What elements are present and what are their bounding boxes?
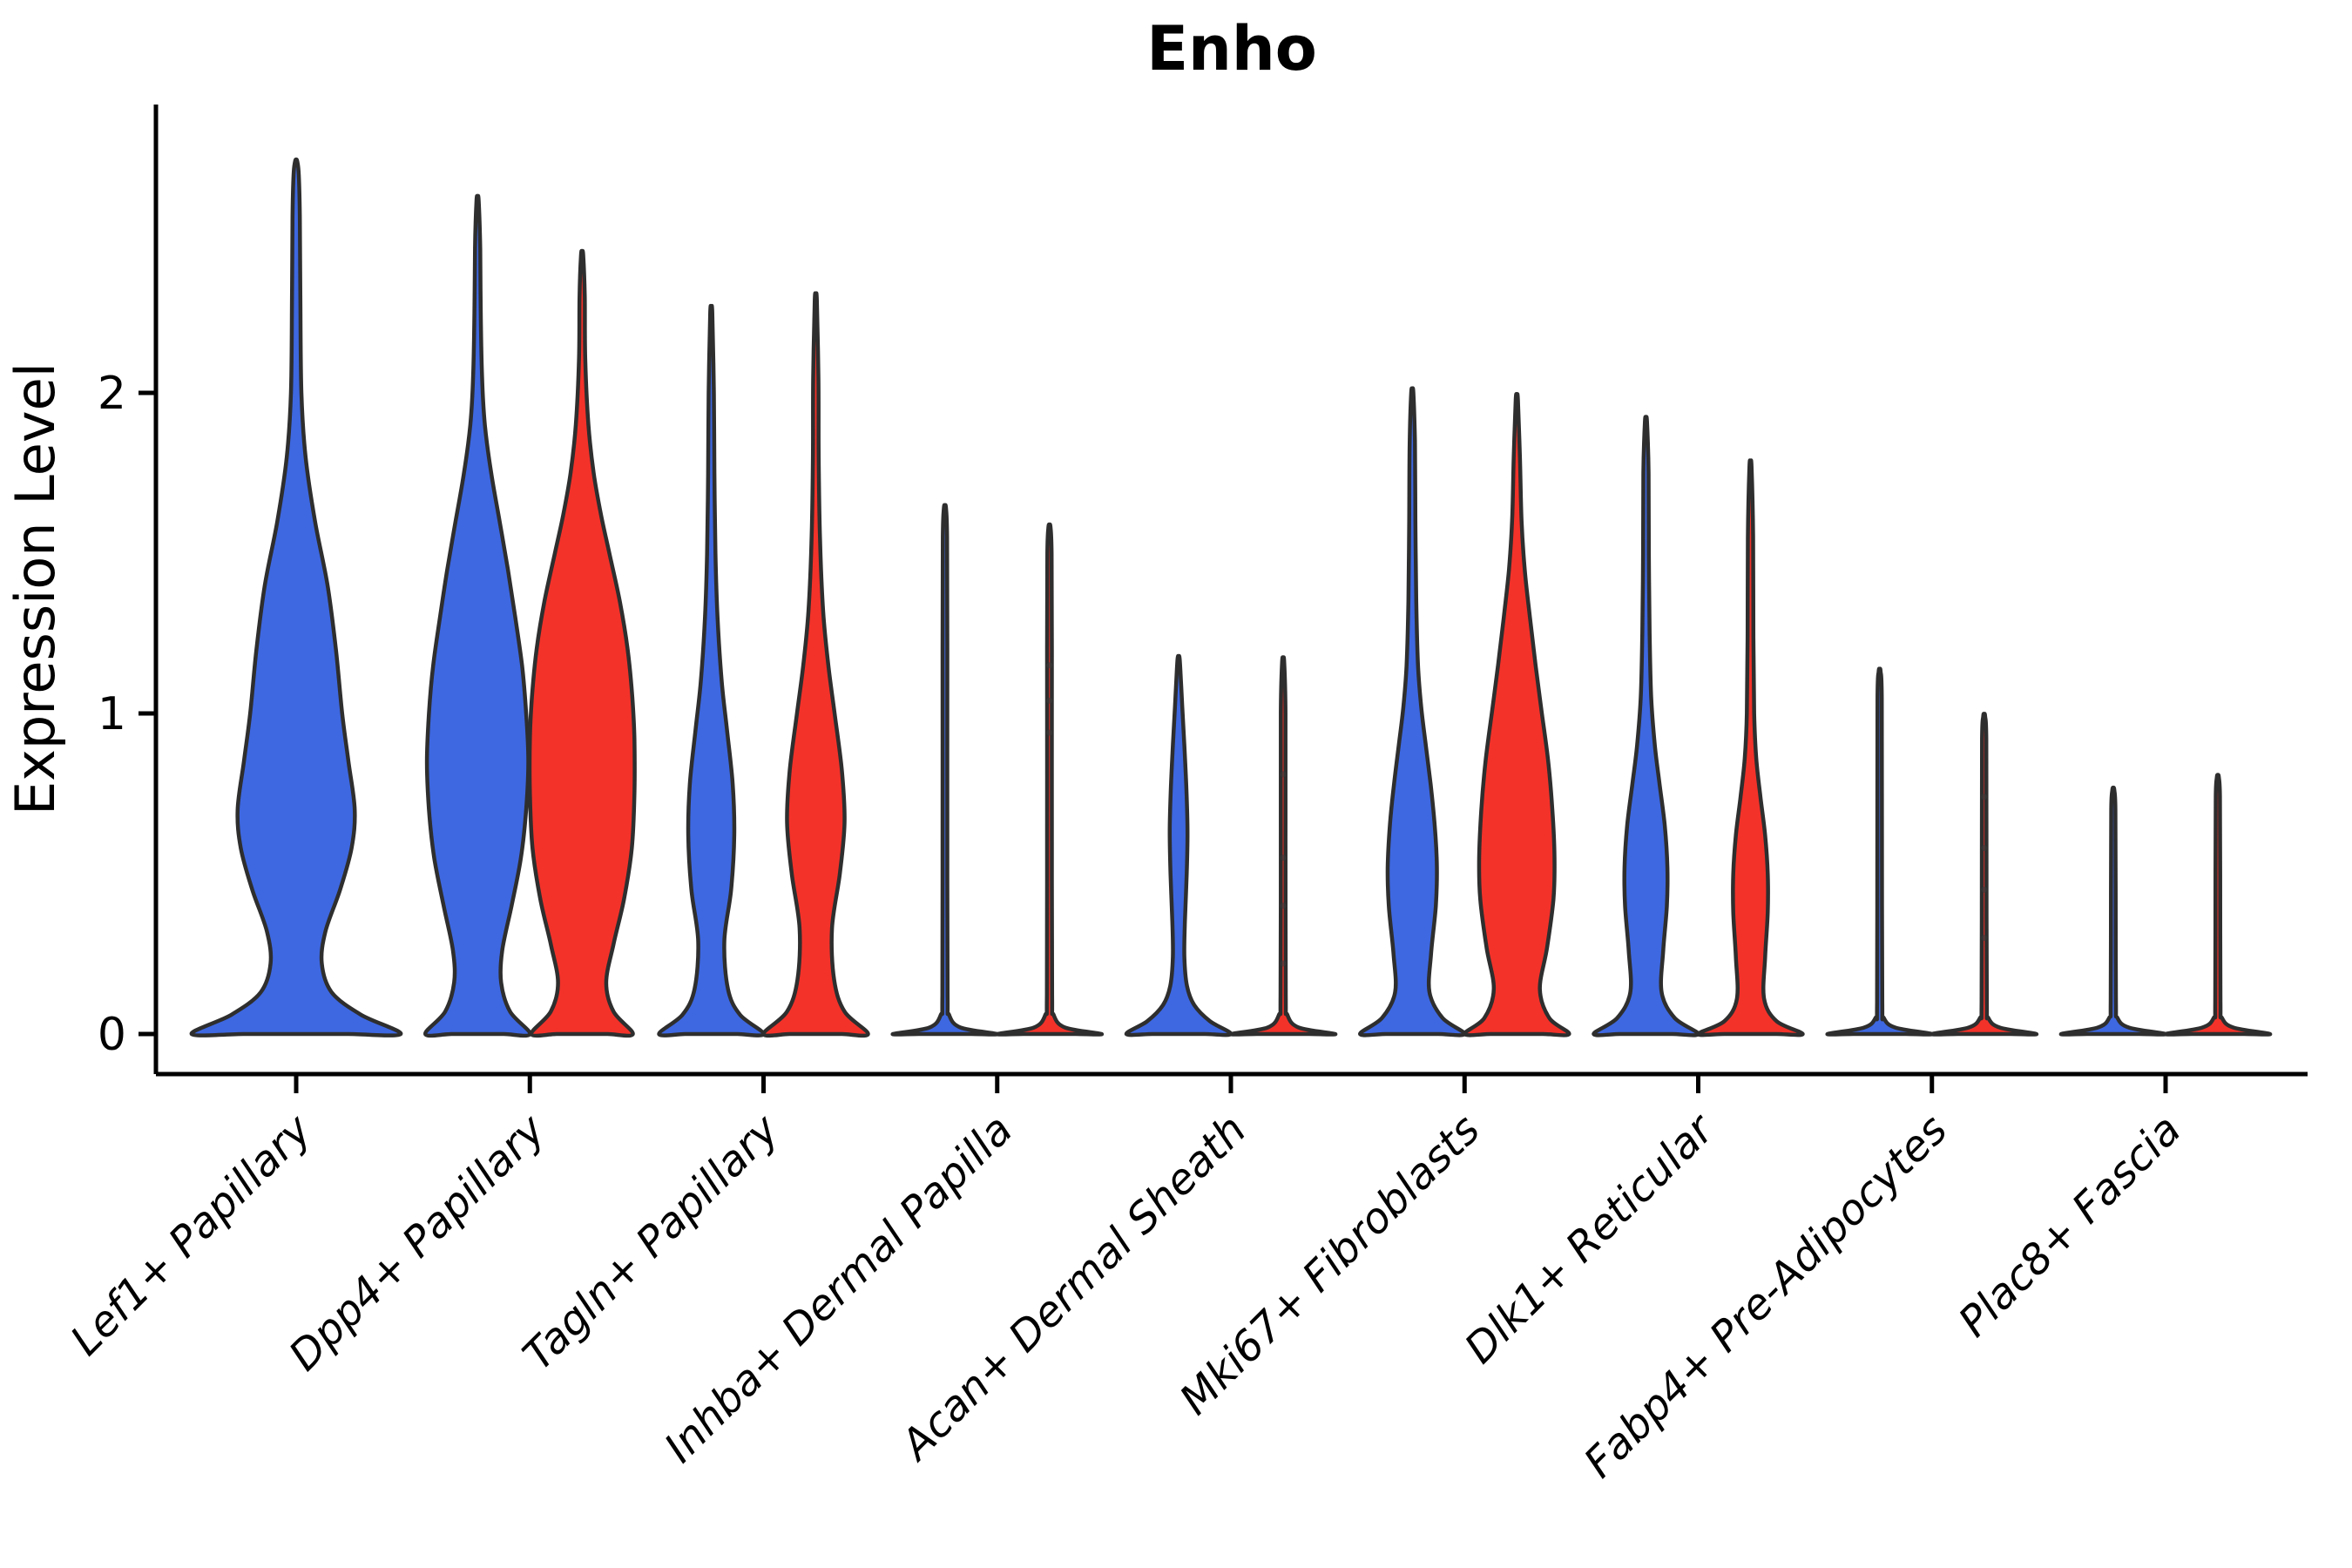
violin-blue-mki67-fibroblasts: [1358, 386, 1467, 1037]
violin-blue-lef1-papillary: [189, 157, 403, 1037]
violin-red-acan-dermal-sheath: [1228, 655, 1338, 1037]
violin-blue-tagln-papillary: [657, 303, 766, 1037]
violin-blue-plac8-fascia: [2058, 785, 2168, 1037]
x-tick-label-lef1-papillary: Lef1+ Papillary: [61, 1105, 321, 1365]
x-tick-label-dpp4-papillary: Dpp4+ Papillary: [280, 1105, 555, 1380]
violin-blue-dlk1-reticular: [1592, 415, 1700, 1037]
x-tick-label-tagln-papillary: Tagln+ Papillary: [514, 1105, 789, 1380]
data-point: [1046, 729, 1053, 736]
violin-blue-acan-dermal-sheath: [1124, 653, 1233, 1037]
y-tick-label: 2: [98, 368, 126, 420]
y-tick-label: 0: [98, 1009, 126, 1061]
data-point: [1981, 886, 1988, 893]
data-point: [1981, 935, 1988, 942]
x-tick-label-dlk1-reticular: Dlk1+ Reticular: [1456, 1104, 1726, 1374]
y-tick-label: 1: [98, 688, 126, 740]
data-point: [1280, 960, 1287, 967]
violin-blue-dpp4-papillary: [423, 193, 532, 1038]
violin-red-tagln-papillary: [761, 291, 870, 1038]
violin-red-fabp4-pre-adipocytes: [1930, 712, 2039, 1037]
violin-red-inhba-dermal-papilla: [995, 522, 1105, 1037]
x-tick-label-plac8-fascia: Plac8+ Fascia: [1950, 1105, 2191, 1347]
data-point: [1981, 845, 1988, 852]
axes-layer: [139, 105, 2308, 1093]
data-point: [1046, 662, 1053, 669]
data-point: [1280, 902, 1287, 909]
violin-blue-inhba-dermal-papilla: [890, 503, 1000, 1037]
violins-layer: [189, 157, 2273, 1038]
y-axis-label: Expression Level: [3, 362, 67, 815]
violin-blue-fabp4-pre-adipocytes: [1825, 666, 1935, 1037]
data-point: [1280, 855, 1287, 862]
data-point: [1981, 794, 1988, 801]
data-point: [1280, 771, 1287, 778]
data-point: [1046, 697, 1053, 704]
violin-red-dpp4-papillary: [527, 248, 637, 1038]
chart-title: Enho: [1146, 13, 1317, 84]
violin-red-dlk1-reticular: [1696, 458, 1805, 1037]
violin-red-mki67-fibroblasts: [1463, 392, 1571, 1037]
violin-red-plac8-fascia: [2163, 773, 2273, 1037]
